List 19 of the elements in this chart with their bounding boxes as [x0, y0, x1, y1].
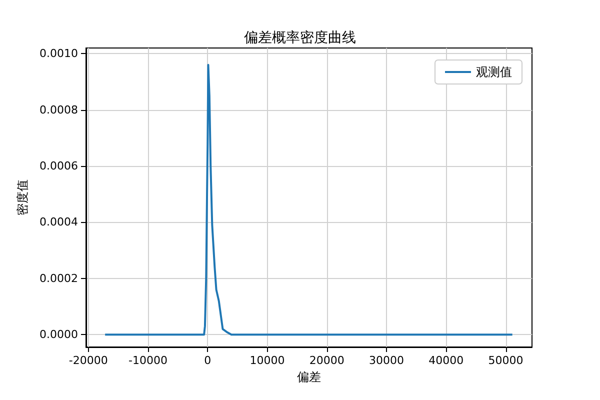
y-tick-label: 0.0000	[40, 328, 78, 342]
x-tick-label: 20000	[309, 354, 344, 367]
x-tick-label: 50000	[488, 354, 524, 367]
line-series	[104, 64, 514, 336]
y-tick-label: 0.0002	[40, 272, 78, 285]
y-tick-label: 0.0010	[40, 47, 78, 60]
y-tick-label: 0.0006	[40, 160, 78, 173]
x-tick-label: 30000	[369, 354, 404, 367]
y-tick-label: 0.0008	[40, 103, 78, 116]
y-axis-title: 密度值	[16, 180, 30, 216]
legend-label: 观测值	[476, 65, 512, 79]
x-tick-label: -10000	[128, 354, 168, 367]
x-tick-label: -20000	[68, 354, 108, 367]
x-axis-title: 偏差	[297, 370, 321, 384]
x-tick-label: 0	[204, 354, 212, 367]
x-tick-label: 10000	[250, 354, 285, 367]
x-tick-label: 40000	[428, 354, 464, 367]
y-tick-label: 0.0004	[40, 216, 78, 229]
chart-title: 偏差概率密度曲线	[244, 30, 356, 46]
